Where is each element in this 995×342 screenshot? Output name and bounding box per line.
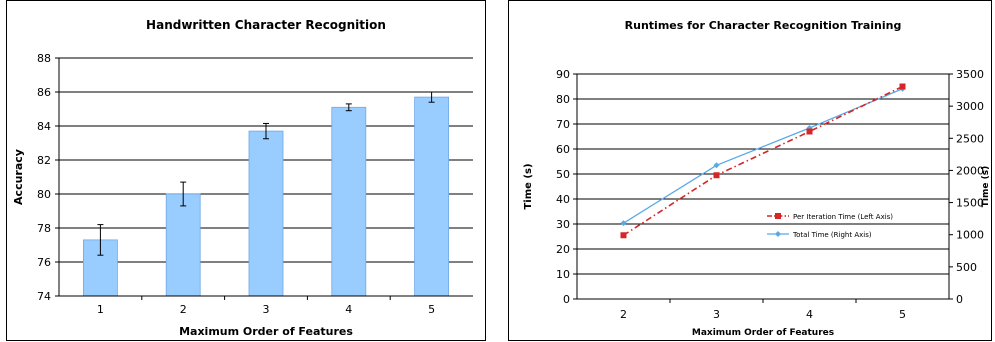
y-tick-label-right: 3500: [956, 68, 984, 81]
y-tick-label: 80: [37, 188, 51, 201]
series-line-total-time: [623, 88, 903, 224]
y-axis-label-left: Time (s): [523, 163, 534, 209]
accuracy-chart-panel: Handwritten Character Recognition 74 76 78 8…: [6, 0, 486, 341]
chart-title: Runtimes for Character Recognition Train…: [625, 19, 902, 32]
accuracy-chart: Handwritten Character Recognition 74 76 78 8…: [12, 18, 473, 338]
bar: [248, 130, 284, 297]
data-point-total-time: [620, 220, 627, 227]
y-tick-label-left: 70: [556, 118, 570, 131]
chart-title: Handwritten Character Recognition: [146, 18, 386, 32]
data-point-total-time: [713, 162, 720, 169]
legend-marker-total-time: [775, 231, 781, 237]
data-point-per-iteration-time: [620, 232, 627, 239]
x-tick-label: 5: [428, 303, 435, 316]
x-tick-label: 2: [620, 308, 627, 321]
y-tick-label-left: 10: [556, 268, 570, 281]
x-axis-label: Maximum Order of Features: [179, 325, 353, 338]
legend-marker-per-iteration-time: [775, 213, 781, 219]
y-axis-label: Accuracy: [12, 149, 25, 205]
y-tick-label: 84: [37, 120, 51, 133]
x-tick-label: 4: [345, 303, 352, 316]
runtime-chart: Runtimes for Character Recognition Train…: [523, 19, 991, 338]
legend-label-total-time: Total Time (Right Axis): [792, 231, 872, 239]
x-tick-label: 3: [263, 303, 270, 316]
y-tick-label-left: 40: [556, 193, 570, 206]
legend-label-per-iteration-time: Per Iteration Time (Left Axis): [793, 213, 893, 221]
y-tick-label-left: 20: [556, 243, 570, 256]
data-point-per-iteration-time: [713, 172, 720, 179]
x-tick-label: 2: [180, 303, 187, 316]
y-axis-label-right: Time (s): [981, 166, 991, 207]
y-tick-label-right: 2000: [956, 164, 984, 177]
y-tick-label-left: 80: [556, 93, 570, 106]
y-tick-label-right: 0: [956, 293, 963, 306]
y-tick-label-left: 60: [556, 143, 570, 156]
y-tick-label-left: 50: [556, 168, 570, 181]
y-tick-label-left: 30: [556, 218, 570, 231]
y-tick-label: 82: [37, 154, 51, 167]
y-tick-label: 78: [37, 222, 51, 235]
y-tick-label: 88: [37, 52, 51, 65]
y-tick-label: 74: [37, 290, 51, 303]
y-tick-label-right: 1000: [956, 229, 984, 242]
y-tick-label-right: 3000: [956, 100, 984, 113]
y-tick-label-right: 500: [956, 261, 977, 274]
y-tick-label: 86: [37, 86, 51, 99]
runtime-chart-panel: Runtimes for Character Recognition Train…: [508, 0, 992, 341]
bar: [331, 106, 367, 297]
x-tick-label: 1: [97, 303, 104, 316]
data-point-per-iteration-time: [899, 83, 906, 90]
y-tick-label-left: 0: [563, 293, 570, 306]
bar: [165, 193, 201, 297]
y-tick-label-left: 90: [556, 68, 570, 81]
data-point-per-iteration-time: [806, 128, 813, 135]
y-tick-label-right: 2500: [956, 132, 984, 145]
bar: [414, 96, 450, 297]
x-tick-label: 5: [899, 308, 906, 321]
y-tick-label-right: 1500: [956, 197, 984, 210]
y-tick-label: 76: [37, 256, 51, 269]
x-tick-label: 4: [806, 308, 813, 321]
series-line-per-iteration-time: [623, 85, 903, 236]
x-axis-label: Maximum Order of Features: [692, 328, 834, 338]
x-tick-label: 3: [713, 308, 720, 321]
